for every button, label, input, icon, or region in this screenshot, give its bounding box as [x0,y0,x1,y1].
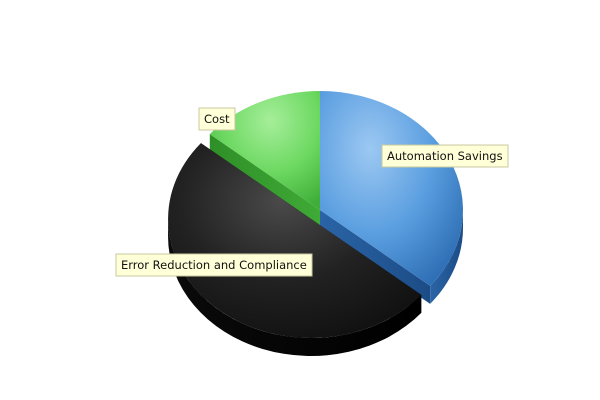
data-label-cost: Cost [198,107,236,131]
data-label-box [198,107,236,131]
data-label-text: Error Reduction and Compliance [121,258,307,272]
data-label-box [115,253,313,277]
data-label-text: Automation Savings [387,149,503,163]
labels-layer: Automation Savings Error Reduction and Co… [115,107,509,277]
pie-slice-error-reduction-and-compliance [168,143,422,356]
pie-slice-automation-savings [320,91,463,304]
pie-slice-cost [209,91,320,228]
data-label-error-reduction-and-compliance: Error Reduction and Compliance [115,253,313,277]
data-label-automation-savings: Automation Savings [381,144,509,168]
data-label-box [381,144,509,168]
data-label-text: Cost [204,112,230,126]
slices-layer [168,91,463,356]
